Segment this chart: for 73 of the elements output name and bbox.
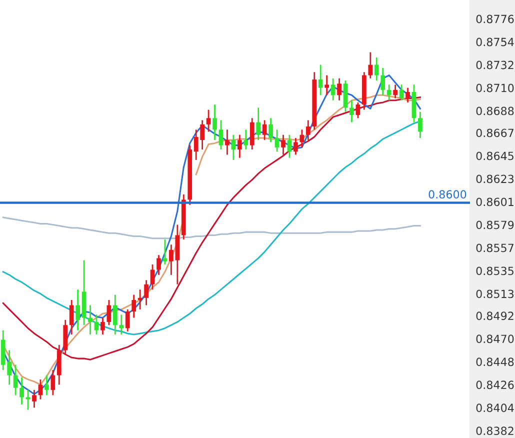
candlestick — [262, 120, 267, 141]
candlestick — [218, 120, 224, 150]
candlestick — [206, 109, 211, 132]
candlestick — [274, 128, 280, 152]
candlestick — [237, 134, 242, 159]
candlestick — [150, 264, 155, 290]
candlestick — [324, 74, 329, 96]
candlestick — [38, 378, 43, 400]
candlestick — [112, 294, 118, 336]
candlestick — [386, 84, 392, 102]
line-series — [2, 216, 421, 240]
candlestick — [406, 87, 410, 104]
candlestick — [50, 369, 56, 396]
y-tick-label: 0.8513 — [476, 290, 514, 298]
candlestick — [32, 389, 36, 408]
y-tick-label: 0.8492 — [476, 312, 514, 320]
candlestick — [337, 78, 342, 102]
y-tick-label: 0.8688 — [476, 106, 514, 116]
candlestick — [368, 52, 373, 80]
ref-line-label: 0.8600 — [428, 190, 466, 199]
candlestick — [20, 376, 24, 406]
candlestick — [144, 279, 148, 306]
y-tick-label: 0.8470 — [476, 334, 514, 344]
candlestick — [13, 364, 18, 396]
candlestick — [244, 128, 248, 150]
y-tick-label: 0.8645 — [476, 152, 514, 160]
candlestick — [393, 84, 398, 99]
y-tick-label: 0.8535 — [476, 266, 514, 276]
y-tick-label: 0.8732 — [476, 60, 514, 70]
y-tick-label: 0.8776 — [476, 14, 514, 24]
candlestick — [225, 128, 230, 156]
candlestick — [281, 134, 286, 156]
y-tick-label: 0.8754 — [476, 38, 514, 46]
candlestick — [287, 134, 292, 159]
candlestick — [76, 288, 80, 332]
candlestick — [418, 111, 422, 139]
y-tick-label: 0.8579 — [476, 220, 514, 230]
candlestick — [119, 314, 124, 336]
candlestick — [88, 304, 92, 336]
candlestick — [94, 314, 99, 336]
candlestick — [132, 294, 136, 318]
candlestick — [399, 84, 404, 102]
candlestick — [380, 67, 386, 96]
y-tick-label: 0.8382 — [476, 426, 514, 436]
candlestick — [106, 299, 112, 326]
candlestick — [300, 128, 304, 148]
candlestick — [162, 238, 168, 266]
candlestick — [231, 134, 236, 161]
candlestick — [268, 117, 273, 143]
y-tick-label: 0.8404 — [476, 404, 514, 412]
candlestick — [250, 117, 254, 150]
candlestick — [374, 56, 379, 82]
candlestick — [44, 374, 49, 396]
y-tick-label: 0.8710 — [476, 84, 514, 92]
y-tick-label: 0.8426 — [476, 380, 514, 390]
y-tick-label: 0.8448 — [476, 358, 514, 366]
candlestick — [125, 308, 130, 332]
y-tick-label: 0.8601 — [476, 198, 514, 206]
candlestick — [256, 106, 261, 141]
candlestick — [350, 100, 354, 123]
y-tick-label: 0.8623 — [476, 174, 514, 184]
candlestick — [306, 120, 310, 141]
candlestick — [100, 317, 105, 336]
candlestick — [356, 102, 360, 119]
candlestick — [156, 254, 161, 276]
y-tick-label: 0.8667 — [476, 128, 514, 138]
candlestick — [318, 64, 323, 96]
candlestick — [26, 389, 30, 410]
candlestick — [69, 299, 74, 336]
candlestick — [330, 78, 336, 102]
y-tick-label: 0.8557 — [476, 244, 514, 252]
candlestick — [294, 137, 298, 156]
candlestick — [212, 104, 217, 141]
